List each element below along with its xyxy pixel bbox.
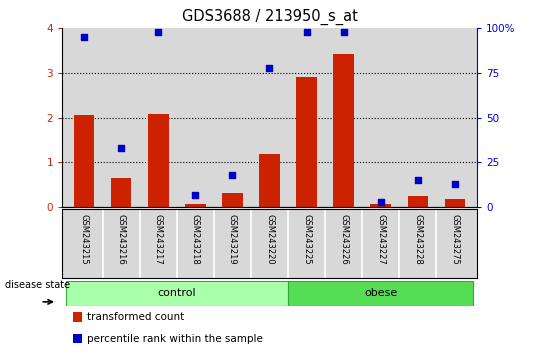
Point [154, 29, 163, 35]
Bar [288, 281, 473, 306]
Point [376, 199, 385, 205]
Bar [222, 193, 243, 207]
Text: GSM243225: GSM243225 [302, 214, 311, 264]
Point [451, 181, 459, 187]
Bar [66, 281, 288, 306]
Text: GSM243275: GSM243275 [450, 214, 459, 264]
Text: GSM243220: GSM243220 [265, 214, 274, 264]
Bar [296, 78, 317, 207]
Bar [445, 199, 465, 207]
Point [191, 192, 199, 198]
Text: GSM243215: GSM243215 [80, 214, 89, 264]
Text: GSM243226: GSM243226 [339, 214, 348, 264]
Point [80, 34, 88, 40]
Point [228, 172, 237, 178]
Point [265, 65, 274, 70]
Bar [111, 178, 132, 207]
Text: GSM243216: GSM243216 [117, 214, 126, 264]
Text: control: control [157, 289, 196, 298]
Bar [148, 114, 169, 207]
Point [413, 177, 422, 183]
Text: GSM243227: GSM243227 [376, 214, 385, 264]
Bar [185, 204, 205, 207]
Point [302, 29, 311, 35]
Text: GSM243218: GSM243218 [191, 214, 200, 264]
Text: disease state: disease state [5, 280, 71, 290]
Bar [74, 115, 94, 207]
Point [340, 29, 348, 35]
Text: GSM243219: GSM243219 [228, 214, 237, 264]
Text: GSM243228: GSM243228 [413, 214, 422, 264]
Bar [370, 204, 391, 207]
Bar [259, 154, 280, 207]
Text: percentile rank within the sample: percentile rank within the sample [87, 333, 262, 343]
Bar [407, 196, 428, 207]
Point [117, 145, 126, 151]
Text: transformed count: transformed count [87, 312, 184, 322]
Text: GDS3688 / 213950_s_at: GDS3688 / 213950_s_at [182, 9, 357, 25]
Text: GSM243217: GSM243217 [154, 214, 163, 264]
Text: obese: obese [364, 289, 397, 298]
Bar [334, 54, 354, 207]
